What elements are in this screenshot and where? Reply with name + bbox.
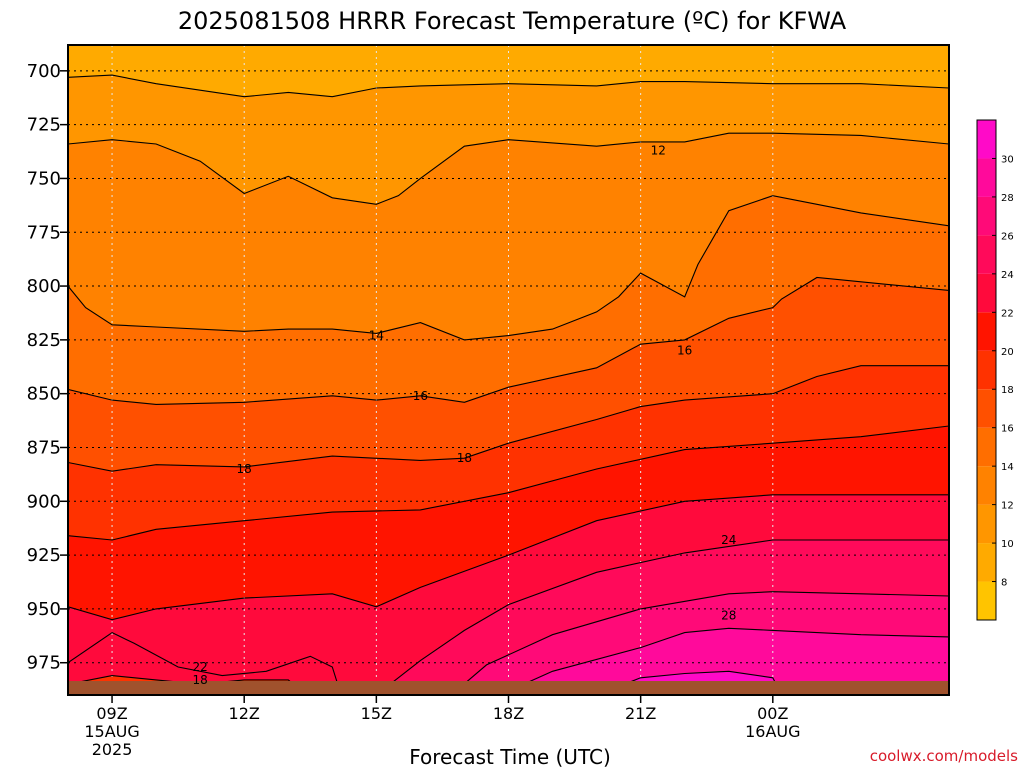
contour-label-3: 16: [677, 344, 692, 358]
colorbar-swatch-10: [977, 196, 996, 236]
isotherm-24-7: [375, 539, 949, 695]
y-tick-label-750: 750: [27, 168, 61, 189]
colorbar-label-26: 26: [1001, 231, 1014, 242]
colorbar-swatch-4: [977, 427, 996, 467]
colorbar-swatch-7: [977, 312, 996, 351]
x-tick-label-12: 12Z: [229, 704, 260, 723]
isotherms: [68, 74, 949, 695]
colorbar-label-20: 20: [1001, 347, 1014, 358]
contour-label-7: 18: [193, 673, 208, 687]
colorbar-swatch-1: [977, 543, 996, 582]
contour-label-4: 18: [237, 462, 252, 476]
temperature-fills: [68, 45, 949, 695]
isotherm-20-5: [68, 425, 949, 541]
x-tick-label-9: 09Z: [96, 704, 127, 723]
colorbar-swatch-11: [977, 158, 996, 197]
colorbar-swatch-0: [977, 581, 996, 620]
contour-label-6: 22: [193, 660, 208, 674]
colorbar-label-14: 14: [1001, 462, 1014, 473]
colorbar-label-8: 8: [1001, 578, 1007, 589]
grid: [68, 45, 949, 695]
x-tick-label-21: 21Z: [625, 704, 656, 723]
chart-title: 2025081508 HRRR Forecast Temperature (ºC…: [178, 7, 847, 35]
colorbar-label-22: 22: [1001, 308, 1014, 319]
y-tick-label-700: 700: [27, 61, 61, 82]
ground-layer: [69, 681, 948, 694]
colorbar-swatch-8: [977, 273, 996, 313]
colorbar-label-12: 12: [1001, 501, 1014, 512]
contour-label-2: 16: [413, 389, 428, 403]
colorbar-swatch-5: [977, 389, 996, 428]
y-tick-label-900: 900: [27, 491, 61, 512]
y-tick-label-775: 775: [27, 222, 61, 243]
contour-label-0: 12: [651, 143, 666, 157]
x-tick-label-15: 15Z: [361, 704, 392, 723]
colorbar-swatch-2: [977, 504, 996, 544]
colorbar-frame: [976, 119, 997, 621]
y-tick-label-875: 875: [27, 437, 61, 458]
colorbar-swatch-9: [977, 235, 996, 274]
x-tick-date-24: 16AUG: [745, 722, 800, 741]
isotherm-28-9: [499, 627, 949, 695]
colorbar-swatch-6: [977, 350, 996, 390]
y-tick-label-975: 975: [27, 653, 61, 674]
y-tick-label-850: 850: [27, 384, 61, 405]
colorbar-swatch-3: [977, 466, 996, 505]
y-tick-label-800: 800: [27, 276, 61, 297]
x-tick-label-24: 00Z: [757, 704, 788, 723]
fill-28c: [499, 628, 949, 695]
isotherm-26-8: [450, 591, 949, 695]
contour-label-8: 24: [721, 533, 736, 547]
colorbar-label-28: 28: [1001, 193, 1014, 204]
isotherm-30-10: [596, 670, 783, 695]
x-tick-year-9: 2025: [92, 740, 133, 759]
x-tick-date-9: 15AUG: [84, 722, 139, 741]
colorbar-label-10: 10: [1001, 539, 1014, 550]
x-tick-label-18: 18Z: [493, 704, 524, 723]
colorbar-swatch-12: [977, 120, 996, 159]
isotherm-10-0: [68, 74, 949, 98]
colorbar-label-16: 16: [1001, 424, 1014, 435]
y-tick-label-825: 825: [27, 330, 61, 351]
contour-label-9: 28: [721, 608, 736, 622]
y-axis: 700 725 750 775 800 825 850 875 900 925 950 975: [27, 61, 68, 674]
credit-text: coolwx.com/models: [870, 747, 1018, 765]
contour-label-5: 18: [457, 451, 472, 465]
x-axis-label: Forecast Time (UTC): [409, 745, 611, 768]
isotherm-16-3: [68, 276, 949, 405]
isotherm-14-2: [68, 195, 949, 341]
colorbar-label-24: 24: [1001, 270, 1014, 281]
colorbar: 8 10 12 14 16 18 20 22 24 26 28 30: [976, 119, 1014, 621]
isotherm-18-4: [68, 365, 949, 472]
isotherm-22-11: [68, 631, 342, 695]
y-tick-label-925: 925: [27, 545, 61, 566]
colorbar-label-30: 30: [1001, 154, 1014, 165]
contour-label-1: 14: [369, 329, 384, 343]
ground-rect: [69, 681, 948, 694]
y-tick-label-950: 950: [27, 599, 61, 620]
isotherm-22-6: [68, 494, 949, 621]
isotherm-12-1: [68, 132, 949, 205]
colorbar-label-18: 18: [1001, 385, 1014, 396]
y-tick-label-725: 725: [27, 115, 61, 136]
